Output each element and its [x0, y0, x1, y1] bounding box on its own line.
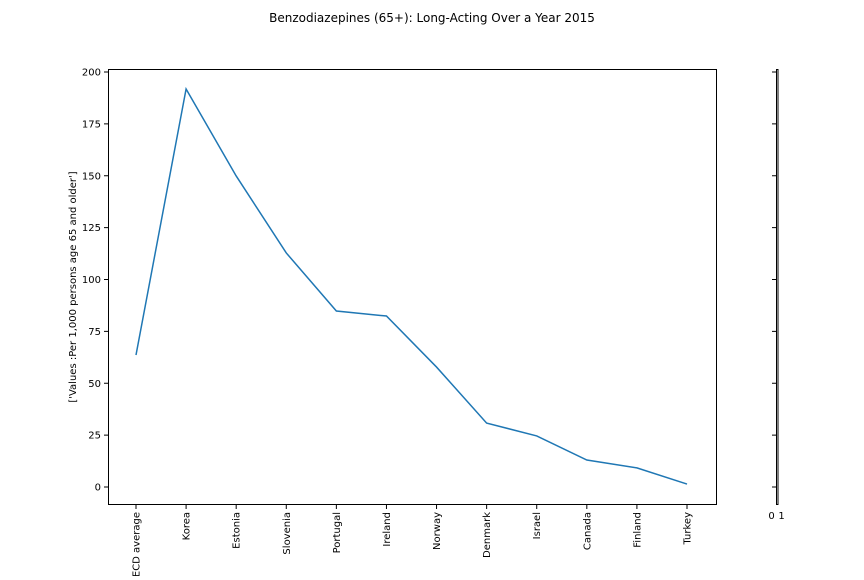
secondary-tick-label-1: 1: [778, 511, 784, 522]
x-tick-label: OECD average: [132, 512, 143, 576]
y-axis: 0 25 50 75 100 125 150 175 200: [82, 68, 108, 494]
y-tick-label: 0: [95, 483, 101, 494]
chart-title: Benzodiazepines (65+): Long-Acting Over …: [269, 11, 595, 25]
x-tick-label: Ireland: [382, 512, 393, 547]
y-tick-label: 50: [88, 379, 101, 390]
y-axis-label: ['Values :Per 1,000 persons age 65 and o…: [68, 171, 79, 402]
x-axis: OECD average Korea Estonia Slovenia Portugal…: [132, 505, 694, 576]
y-tick-label: 75: [88, 327, 101, 338]
x-tick-label: Israel: [532, 512, 543, 539]
x-tick-label: Slovenia: [282, 512, 293, 555]
x-tick-label: Canada: [582, 512, 593, 550]
y-tick-label: 125: [82, 223, 101, 234]
y-tick-label: 200: [82, 68, 101, 79]
plot-area: [109, 70, 717, 505]
y-tick-label: 100: [82, 275, 101, 286]
x-tick-label: Turkey: [683, 512, 694, 546]
y-tick-label: 25: [88, 431, 101, 442]
x-tick-label: Finland: [632, 512, 643, 548]
secondary-axis-ticks: [772, 72, 776, 487]
y-tick-label: 150: [82, 171, 101, 182]
x-tick-label: Korea: [182, 512, 193, 540]
series-line: [136, 89, 687, 484]
x-tick-label: Portugal: [332, 512, 343, 553]
x-tick-label: Denmark: [482, 512, 493, 558]
x-tick-label: Estonia: [232, 512, 243, 549]
series-points: [136, 89, 687, 484]
y-tick-label: 175: [82, 119, 101, 130]
secondary-tick-label-0: 0: [768, 511, 774, 522]
secondary-axis: [777, 70, 779, 505]
x-tick-label: Norway: [432, 512, 443, 550]
